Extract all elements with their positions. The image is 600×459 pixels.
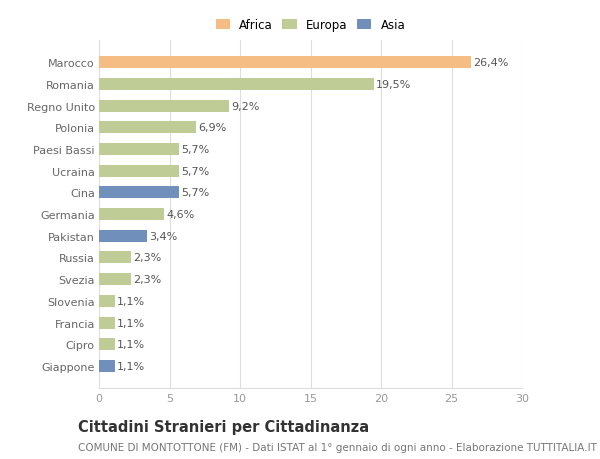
Text: 1,1%: 1,1% [116, 340, 145, 349]
Bar [99, 360, 115, 372]
Text: 5,7%: 5,7% [181, 145, 210, 155]
Bar [99, 230, 147, 242]
Bar [99, 57, 471, 69]
Bar [99, 295, 115, 307]
Text: 2,3%: 2,3% [134, 253, 162, 263]
Legend: Africa, Europa, Asia: Africa, Europa, Asia [215, 19, 406, 32]
Bar [99, 187, 179, 199]
Text: 5,7%: 5,7% [181, 166, 210, 176]
Bar [99, 252, 131, 264]
Text: 4,6%: 4,6% [166, 210, 194, 219]
Text: Cittadini Stranieri per Cittadinanza: Cittadini Stranieri per Cittadinanza [78, 419, 369, 434]
Text: 26,4%: 26,4% [473, 58, 509, 68]
Text: 3,4%: 3,4% [149, 231, 178, 241]
Bar [99, 165, 179, 177]
Bar [99, 78, 374, 90]
Text: 19,5%: 19,5% [376, 80, 412, 90]
Text: 1,1%: 1,1% [116, 361, 145, 371]
Bar [99, 209, 164, 220]
Text: 1,1%: 1,1% [116, 296, 145, 306]
Bar [99, 317, 115, 329]
Bar [99, 274, 131, 285]
Text: 5,7%: 5,7% [181, 188, 210, 198]
Bar [99, 339, 115, 351]
Bar [99, 144, 179, 156]
Text: 2,3%: 2,3% [134, 274, 162, 285]
Text: 1,1%: 1,1% [116, 318, 145, 328]
Bar [99, 101, 229, 112]
Bar [99, 122, 196, 134]
Text: COMUNE DI MONTOTTONE (FM) - Dati ISTAT al 1° gennaio di ogni anno - Elaborazione: COMUNE DI MONTOTTONE (FM) - Dati ISTAT a… [78, 442, 597, 452]
Text: 9,2%: 9,2% [231, 101, 259, 112]
Text: 6,9%: 6,9% [199, 123, 227, 133]
